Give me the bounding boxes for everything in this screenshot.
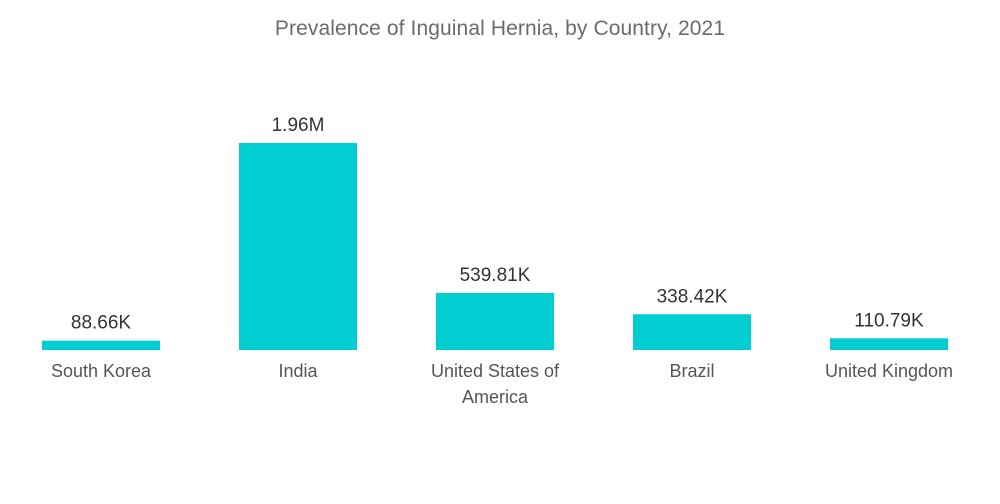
data-label-1: 88.66K <box>71 313 132 334</box>
data-label-2: 1.96M <box>272 115 325 136</box>
x-tick-label-1: South Korea <box>51 361 152 381</box>
data-label-5: 110.79K <box>854 310 924 331</box>
bar-3 <box>436 292 554 350</box>
data-label-3: 539.81K <box>460 265 531 286</box>
x-tick-label-5: United Kingdom <box>825 361 953 381</box>
bar-4 <box>633 314 751 350</box>
x-tick-label-2: India <box>278 361 318 381</box>
data-label-4: 338.42K <box>657 286 728 307</box>
x-tick-label-3-line-2: America <box>462 387 529 407</box>
x-tick-label-4: Brazil <box>669 361 714 381</box>
chart-title: Prevalence of Inguinal Hernia, by Countr… <box>274 17 726 40</box>
bar-1 <box>42 340 160 350</box>
bar-2 <box>239 143 357 350</box>
bar-5 <box>830 338 948 350</box>
x-tick-label-3-line-1: United States of <box>431 361 560 381</box>
